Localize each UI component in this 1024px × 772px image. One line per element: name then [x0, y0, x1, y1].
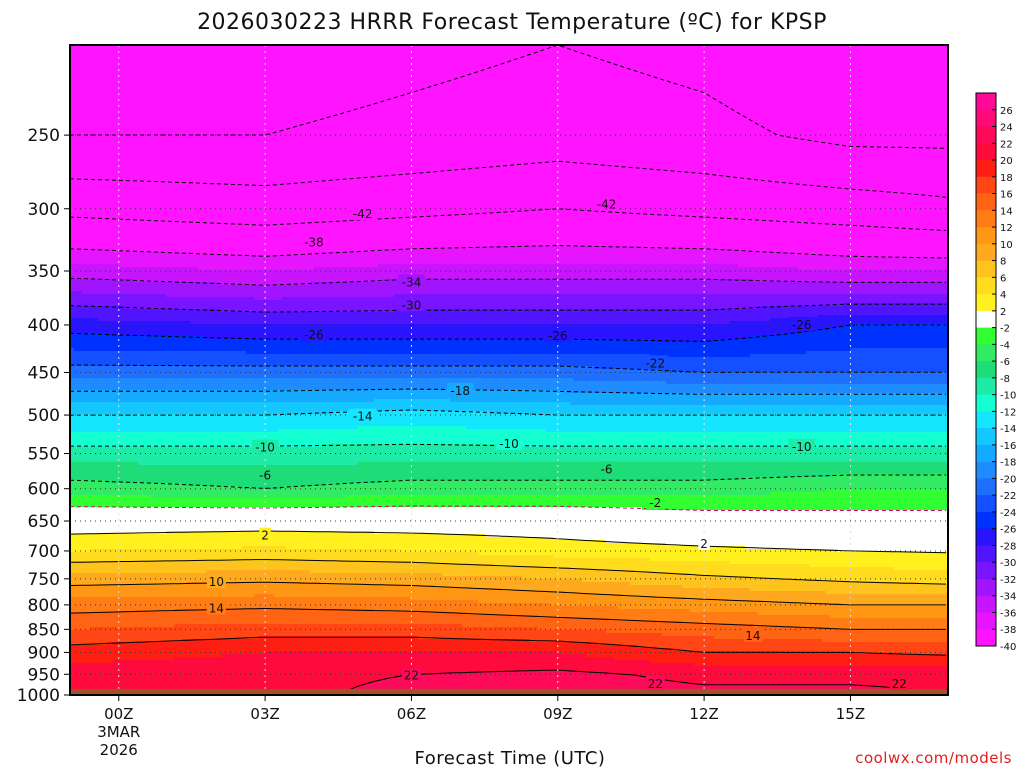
chart-title: 2026030223 HRRR Forecast Temperature (ºC… [197, 10, 827, 35]
temperature-heatmap [70, 45, 951, 697]
